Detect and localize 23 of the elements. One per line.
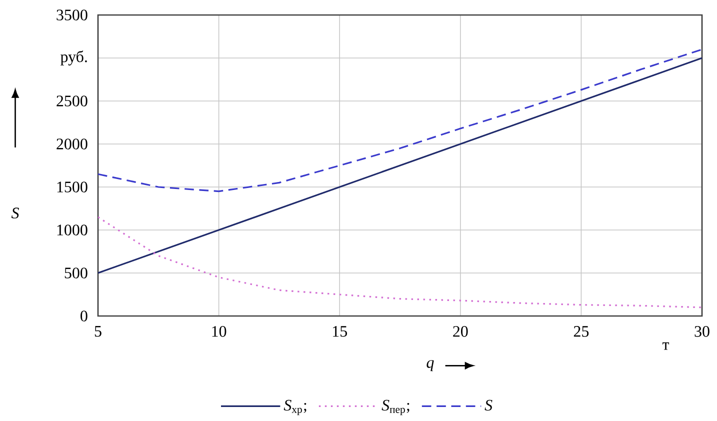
y-tick-label: 2500 xyxy=(56,96,88,106)
legend-label: S$_{пер}$; xyxy=(382,400,410,416)
x-tick-label: 5 xyxy=(94,326,102,337)
y-tick-label: 500 xyxy=(64,268,88,278)
y-tick-label: 3500 xyxy=(56,10,88,20)
x-tick-label: 30 xyxy=(694,326,710,337)
legend-label: S$_{хр}$; xyxy=(284,400,306,416)
y-axis-title: S xyxy=(11,208,19,218)
y-tick-label: 1500 xyxy=(57,182,88,192)
x-tick-label: 20 xyxy=(453,326,468,337)
x-tick-label: 25 xyxy=(574,326,589,337)
line-series xyxy=(98,216,702,308)
y-tick-label: руб. xyxy=(60,50,87,66)
legend-label: S xyxy=(484,400,492,411)
x-tick-label: 10 xyxy=(212,326,226,337)
y-tick-label: 0 xyxy=(80,310,88,322)
x-tick-label: 15 xyxy=(333,326,347,337)
line-series xyxy=(98,48,702,192)
y-tick-label: 2000 xyxy=(56,138,88,150)
y-tick-label: 1000 xyxy=(57,224,88,236)
line-series xyxy=(98,57,702,274)
text: т xyxy=(662,342,670,350)
x-axis-title: q xyxy=(426,360,434,372)
